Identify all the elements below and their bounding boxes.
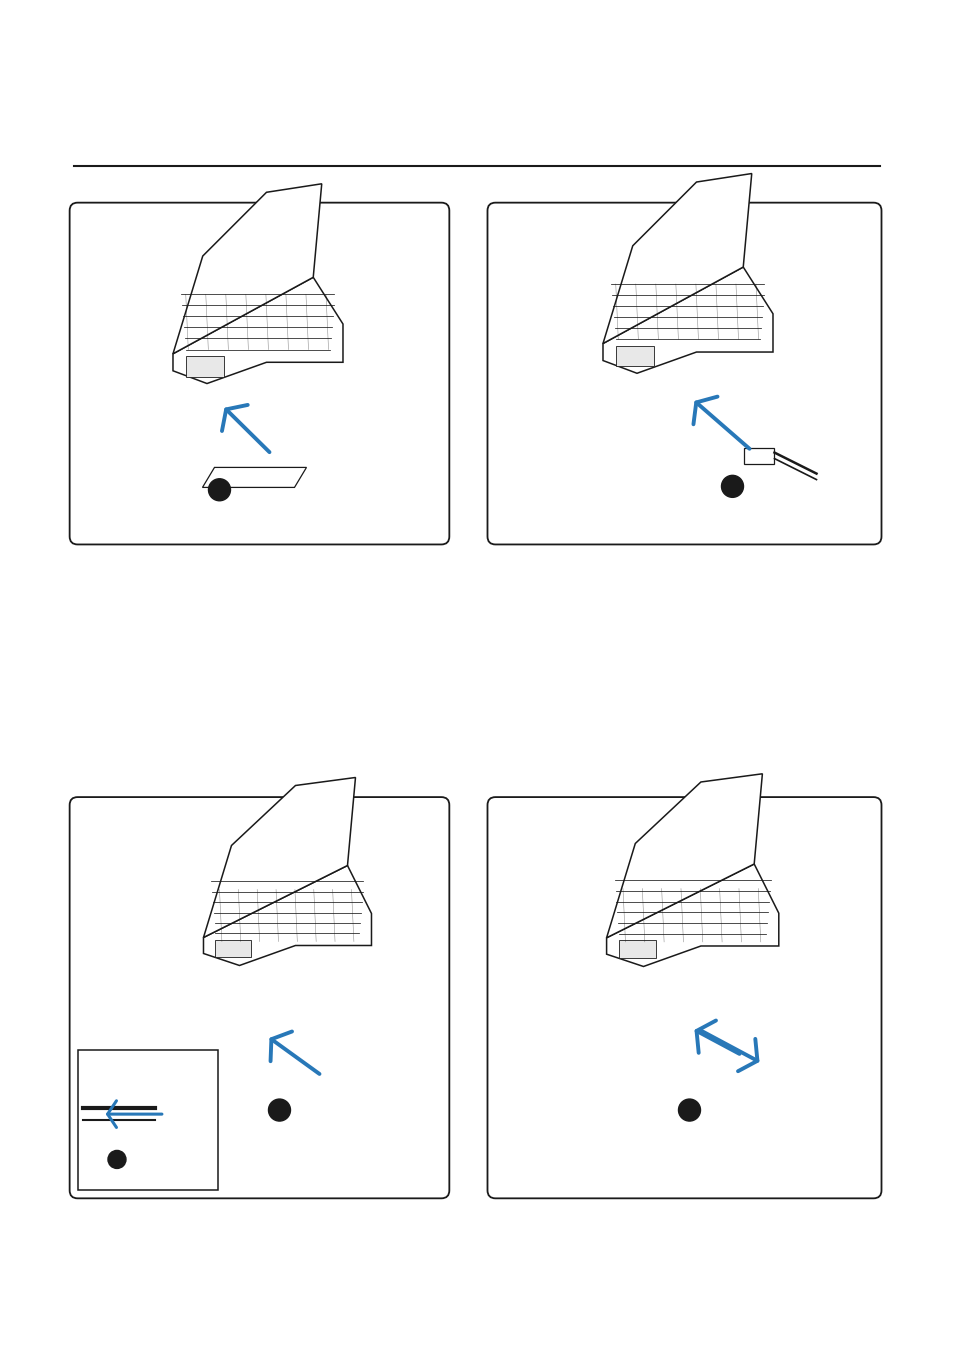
FancyBboxPatch shape [70, 797, 449, 1198]
Polygon shape [606, 774, 761, 938]
FancyBboxPatch shape [70, 203, 449, 544]
Circle shape [720, 476, 742, 497]
Polygon shape [172, 277, 343, 384]
FancyBboxPatch shape [487, 203, 881, 544]
Polygon shape [606, 865, 778, 966]
Polygon shape [602, 267, 772, 373]
Polygon shape [215, 940, 252, 958]
FancyBboxPatch shape [487, 797, 881, 1198]
Bar [77, 1050, 218, 1190]
Polygon shape [602, 173, 751, 343]
Circle shape [678, 1100, 700, 1121]
Polygon shape [203, 777, 355, 938]
Polygon shape [618, 940, 655, 958]
Circle shape [268, 1100, 290, 1121]
Polygon shape [615, 346, 654, 366]
Polygon shape [172, 184, 321, 354]
Polygon shape [203, 866, 371, 966]
Circle shape [108, 1151, 126, 1169]
Circle shape [209, 478, 231, 501]
Polygon shape [202, 467, 306, 488]
Polygon shape [186, 357, 224, 377]
Polygon shape [743, 447, 774, 463]
